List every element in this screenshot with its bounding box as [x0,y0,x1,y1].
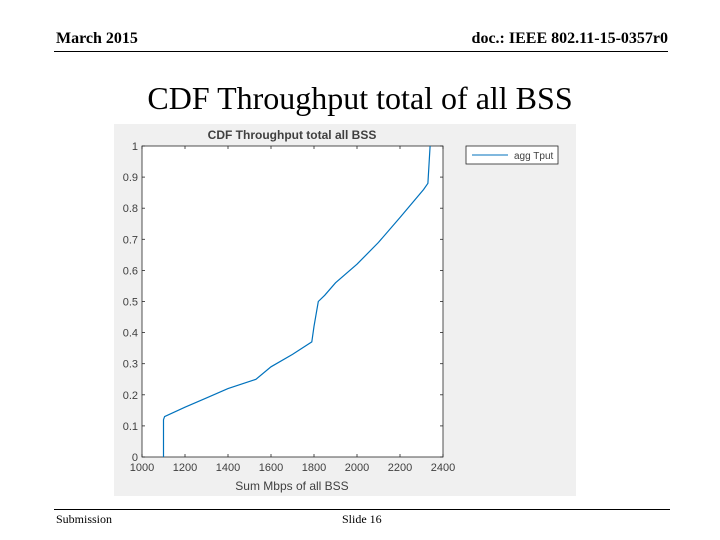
chart-figure: CDF Throughput total all BSS Sum Mbps of… [114,124,576,496]
y-ticks: 0 0.1 0.2 0.3 0.4 0.5 0.6 0.7 0.8 0.9 1 [123,141,443,464]
x-axis-label: Sum Mbps of all BSS [235,479,348,493]
x-tick-label: 2000 [345,462,369,474]
x-ticks: 1000 1200 1400 1600 1800 2000 2200 2400 [130,146,455,474]
header-date: March 2015 [56,30,138,47]
y-tick-label: 0.1 [123,421,138,433]
legend-label: agg Tput [514,151,554,162]
x-tick-label: 2200 [388,462,412,474]
y-tick-label: 1 [132,141,138,153]
legend-box [465,145,559,165]
footer-divider [54,509,670,510]
y-tick-label: 0.7 [123,234,138,246]
chart-title: CDF Throughput total all BSS [208,128,377,142]
plot-area [141,145,444,458]
y-tick-label: 0.8 [123,203,138,215]
x-tick-label: 1800 [302,462,326,474]
x-tick-label: 1200 [173,462,197,474]
legend: agg Tput [465,145,559,165]
header-divider [54,51,668,52]
y-tick-label: 0.5 [123,297,138,309]
y-tick-label: 0 [132,452,138,464]
footer-slide-number: Slide 16 [342,512,382,526]
series-line [162,145,431,457]
footer-submission: Submission [56,512,113,526]
x-tick-label: 2400 [431,462,455,474]
cdf-chart: CDF Throughput total all BSS Sum Mbps of… [123,128,559,493]
x-tick-label: 1400 [216,462,240,474]
x-tick-label: 1600 [259,462,283,474]
y-tick-label: 0.3 [123,359,138,371]
x-tick-label: 1000 [130,462,154,474]
slide-title: CDF Throughput total of all BSS [147,80,573,116]
y-tick-label: 0.9 [123,172,138,184]
header-doc-id: doc.: IEEE 802.11-15-0357r0 [471,30,668,47]
y-tick-label: 0.2 [123,390,138,402]
y-tick-label: 0.4 [123,328,138,340]
series-layer [162,145,431,457]
y-tick-label: 0.6 [123,265,138,277]
